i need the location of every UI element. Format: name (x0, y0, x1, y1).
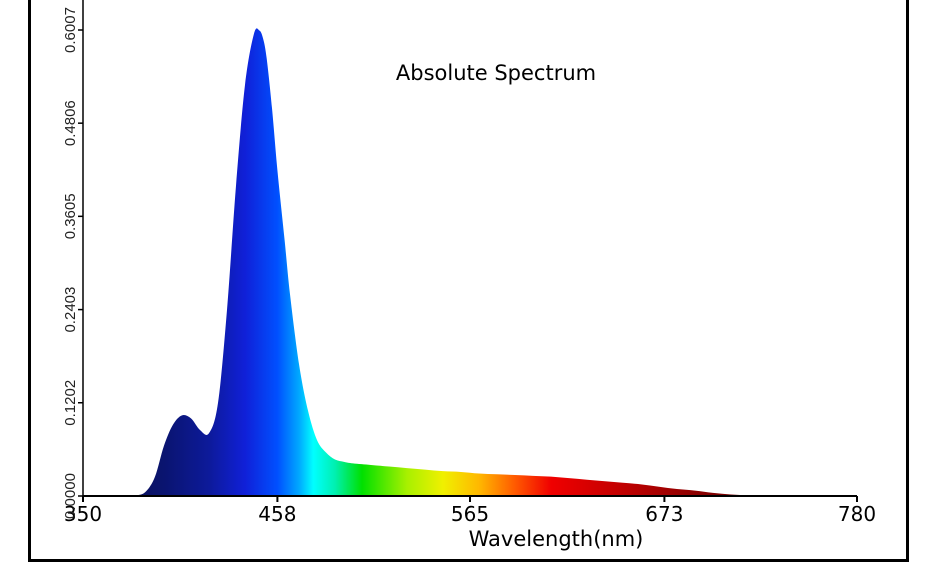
plot-area (83, 28, 857, 497)
x-tick-label: 565 (451, 502, 489, 526)
x-axis-label: Wavelength(nm) (469, 527, 644, 551)
axes: 350 458 565 673 780 0.0000 0.1202 0.2403 0.3605 0… (62, 0, 876, 526)
y-tick-label: 0.2403 (62, 287, 79, 333)
x-tick-label: 780 (838, 502, 876, 526)
x-tick-label: 458 (258, 502, 296, 526)
chart-frame: 350 458 565 673 780 0.0000 0.1202 0.2403 0.3605 0… (28, 0, 909, 562)
x-tick-label: 673 (645, 502, 683, 526)
chart-title: Absolute Spectrum (396, 61, 596, 85)
y-tick-label: 0.3605 (62, 193, 79, 239)
spectrum-area (83, 28, 857, 497)
y-tick-label: 0.1202 (62, 380, 79, 426)
spectrum-chart: 350 458 565 673 780 0.0000 0.1202 0.2403 0.3605 0… (62, 0, 876, 551)
y-tick-label: 0.4806 (62, 100, 79, 146)
x-tick-label: 350 (64, 502, 102, 526)
y-tick-label: 0.6007 (62, 7, 79, 53)
y-tick-label: 0.0000 (62, 473, 79, 519)
